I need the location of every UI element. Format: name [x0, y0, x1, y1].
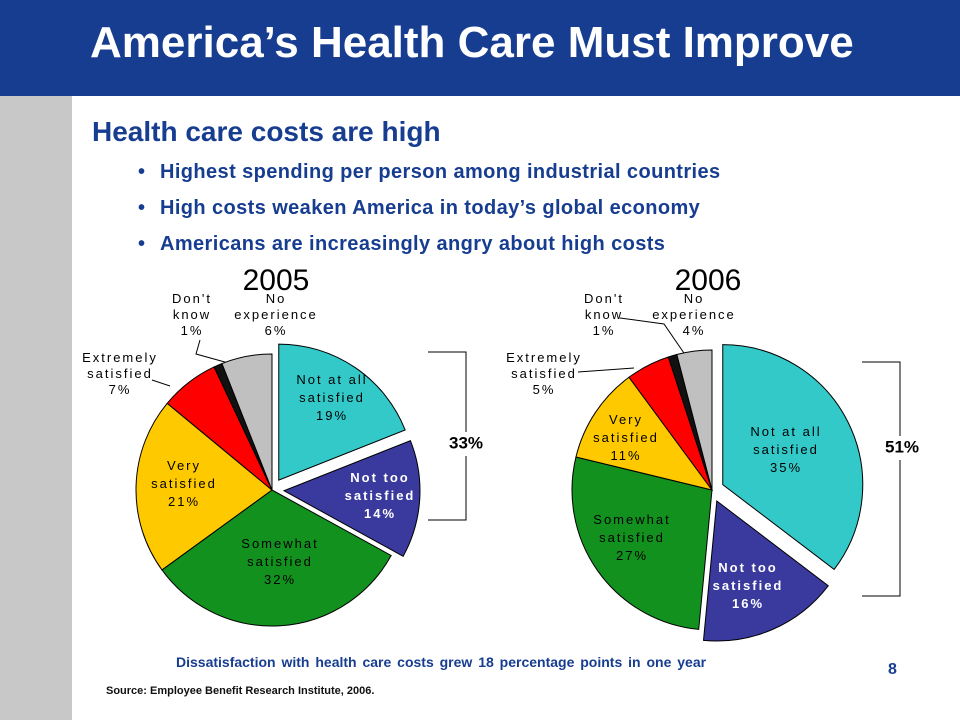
- slice-label-line: No: [266, 291, 287, 306]
- dissatisfied-total-label: 33%: [449, 433, 483, 452]
- slice-label-line: satisfied: [593, 430, 659, 445]
- slice-label-line: Very: [609, 412, 643, 427]
- slice-label-line: satisfied: [87, 366, 153, 381]
- slice-label-line: Don't: [584, 291, 624, 306]
- leader-line: [619, 317, 687, 357]
- slice-label-line: satisfied: [345, 488, 416, 503]
- slice-label-line: Somewhat: [593, 512, 670, 527]
- slice-label-line: satisfied: [511, 366, 577, 381]
- slice-label-not-too-satisfied: Not too satisfied 14%: [345, 470, 416, 521]
- slice-label-line: satisfied: [713, 578, 784, 593]
- bullet-item: • Americans are increasingly angry about …: [138, 230, 721, 266]
- slice-label-line: experience: [652, 307, 736, 322]
- leader-line: [577, 367, 635, 373]
- bullet-item: • Highest spending per person among indus…: [138, 158, 721, 194]
- slice-percent: 5%: [533, 382, 556, 397]
- slice-label-line: Extremely: [506, 350, 582, 365]
- bracket-label-bg: [880, 436, 924, 460]
- bullet-dot-icon: •: [138, 233, 146, 255]
- bullet-dot-icon: •: [138, 197, 146, 219]
- slice-label-line: satisfied: [247, 554, 313, 569]
- slice-label-very-satisfied: Very satisfied 11%: [593, 412, 659, 463]
- pie-slice-not-at-all-satisfied: [722, 344, 864, 571]
- slice-label-line: Not at all: [296, 372, 367, 387]
- slice-label-line: Not too: [350, 470, 409, 485]
- bullet-text: Highest spending per person among indust…: [160, 161, 721, 183]
- pie-slice-not-too-satisfied: [282, 440, 421, 557]
- left-band: [0, 96, 72, 720]
- slice-label-not-at-all-satisfied: Not at all satisfied 35%: [750, 424, 821, 475]
- slice-label-line: know: [585, 307, 623, 322]
- slice-label-line: satisfied: [599, 530, 665, 545]
- slice-label-don-t-know: Don't know 1%: [172, 291, 212, 338]
- slice-percent: 4%: [683, 323, 706, 338]
- slice-label-line: Don't: [172, 291, 212, 306]
- slice-label-line: satisfied: [299, 390, 365, 405]
- slice-percent: 14%: [364, 506, 396, 521]
- slice-percent: 21%: [168, 494, 200, 509]
- slide-title: America’s Health Care Must Improve: [90, 18, 854, 67]
- pie-slice-somewhat-satisfied: [571, 456, 713, 630]
- pie-slice-not-too-satisfied: [702, 500, 829, 642]
- slice-label-not-too-satisfied: Not too satisfied 16%: [713, 560, 784, 611]
- slice-label-extremely-satisfied: Extremely satisfied 7%: [82, 350, 158, 397]
- footnote: Dissatisfaction with health care costs g…: [176, 654, 707, 670]
- slice-percent: 27%: [616, 548, 648, 563]
- slice-label-somewhat-satisfied: Somewhat satisfied 32%: [241, 536, 318, 587]
- slice-percent: 32%: [264, 572, 296, 587]
- bullet-text: High costs weaken America in today’s glo…: [160, 197, 701, 219]
- slice-label-line: know: [173, 307, 211, 322]
- bullet-list: • Highest spending per person among indus…: [138, 158, 721, 266]
- dissatisfied-bracket: [862, 361, 901, 597]
- slice-percent: 7%: [109, 382, 132, 397]
- slice-label-don-t-know: Don't know 1%: [584, 291, 624, 338]
- pie-slice-somewhat-satisfied: [161, 489, 392, 627]
- pie-slice-very-satisfied: [575, 376, 714, 491]
- bracket-label-bg: [444, 432, 488, 456]
- slice-label-line: Somewhat: [241, 536, 318, 551]
- slice-percent: 35%: [770, 460, 802, 475]
- slice-label-line: Not at all: [750, 424, 821, 439]
- pie-slice-no-experience: [676, 349, 713, 491]
- slice-label-line: satisfied: [753, 442, 819, 457]
- slice-label-very-satisfied: Very satisfied 21%: [151, 458, 217, 509]
- slice-percent: 11%: [610, 448, 641, 463]
- slice-label-somewhat-satisfied: Somewhat satisfied 27%: [593, 512, 670, 563]
- pie-slice-very-satisfied: [135, 402, 273, 571]
- slice-label-extremely-satisfied: Extremely satisfied 5%: [506, 350, 582, 397]
- page-number: 8: [888, 661, 897, 678]
- bullet-dot-icon: •: [138, 161, 146, 183]
- slice-label-no-experience: No experience 4%: [652, 291, 736, 338]
- slice-label-line: satisfied: [151, 476, 217, 491]
- slice-percent: 1%: [181, 323, 204, 338]
- chart-title: 2006: [675, 264, 742, 297]
- bullet-text: Americans are increasingly angry about h…: [160, 233, 666, 255]
- slice-percent: 16%: [732, 596, 764, 611]
- chart-title: 2005: [243, 264, 310, 297]
- bullet-item: • High costs weaken America in today’s gl…: [138, 194, 721, 230]
- slice-label-line: Very: [167, 458, 201, 473]
- slice-percent: 1%: [593, 323, 616, 338]
- slice-percent: 6%: [265, 323, 288, 338]
- slice-label-line: Not too: [718, 560, 777, 575]
- slice-label-line: experience: [234, 307, 318, 322]
- slice-label-line: No: [684, 291, 705, 306]
- leader-line: [195, 339, 233, 365]
- slice-label-no-experience: No experience 6%: [234, 291, 318, 338]
- slice-percent: 19%: [316, 408, 348, 423]
- leader-line: [151, 379, 171, 387]
- pie-slice-no-experience: [221, 353, 273, 491]
- dissatisfied-total-label: 51%: [885, 437, 919, 456]
- header-bar: [0, 0, 960, 96]
- subheading: Health care costs are high: [92, 116, 441, 147]
- slice-label-not-at-all-satisfied: Not at all satisfied 19%: [296, 372, 367, 423]
- slice-label-line: Extremely: [82, 350, 158, 365]
- source-note: Source: Employee Benefit Research Instit…: [106, 685, 375, 697]
- pie-slice-not-at-all-satisfied: [278, 343, 406, 481]
